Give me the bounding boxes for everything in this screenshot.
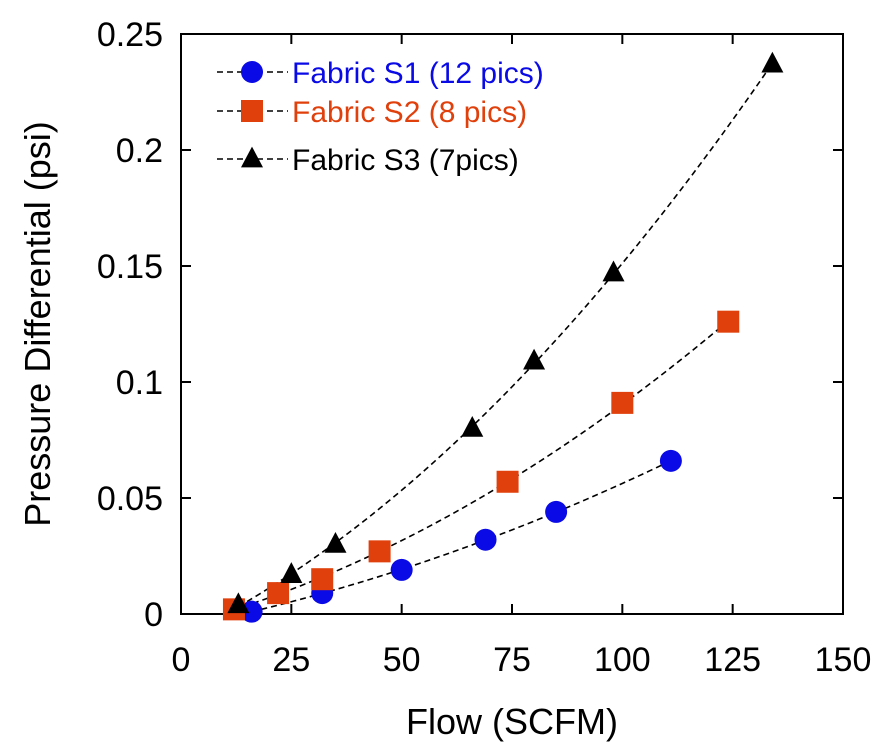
x-tick-label-4: 100 [594,641,651,679]
x-tick-label-5: 125 [704,641,761,679]
data-point-s2-6 [717,310,740,333]
legend-marker-s2 [241,100,263,122]
x-tick-label-3: 75 [493,641,531,679]
ticks: 0 25 50 75 100 125 150 0 0.05 0.1 0.15 0.2 0.25 [97,16,872,679]
y-tick-label-0: 0 [144,596,163,634]
data-point-s2-4 [496,470,519,493]
data-point-s3-5 [602,260,625,282]
data-point-s3-3 [461,416,484,437]
y-axis-title: Pressure Differential (psi) [17,121,58,526]
fit-line-s3 [237,62,774,608]
y-tick-label-1: 0.05 [97,480,163,518]
data-point-s2-2 [311,568,334,591]
data-point-s3-0 [227,592,250,614]
legend-marker-s1 [241,61,263,83]
data-point-s3-4 [523,348,546,370]
data-point-s3-6 [761,51,784,73]
legend: Fabric S1 (12 pics) Fabric S2 (8 pics) Fab… [217,57,544,177]
data-point-s3-2 [324,532,347,553]
data-point-s1-5 [659,449,682,472]
data-point-s1-3 [474,528,497,551]
y-tick-label-2: 0.1 [116,364,163,402]
y-tick-label-4: 0.2 [116,132,163,170]
legend-label-s1: Fabric S1 (12 pics) [292,57,544,90]
x-axis-title: Flow (SCFM) [406,701,618,742]
data-point-s2-3 [368,540,391,563]
data-point-s1-2 [390,558,413,581]
data-point-s1-4 [545,500,568,523]
data-point-s3-1 [280,562,303,583]
x-tick-label-1: 25 [272,641,310,679]
y-tick-label-5: 0.25 [97,16,163,54]
fit-line-s2 [233,320,729,611]
x-tick-label-0: 0 [172,641,191,679]
y-tick-label-3: 0.15 [97,248,163,286]
data-point-s2-5 [611,391,634,414]
x-tick-label-6: 150 [815,641,872,679]
data-markers [222,51,784,623]
legend-label-s3: Fabric S3 (7pics) [292,144,519,177]
data-point-s2-1 [267,582,290,605]
legend-marker-s3 [241,146,263,168]
data-point-s1-0 [240,600,263,623]
x-tick-label-2: 50 [383,641,421,679]
legend-label-s2: Fabric S2 (8 pics) [292,96,527,129]
